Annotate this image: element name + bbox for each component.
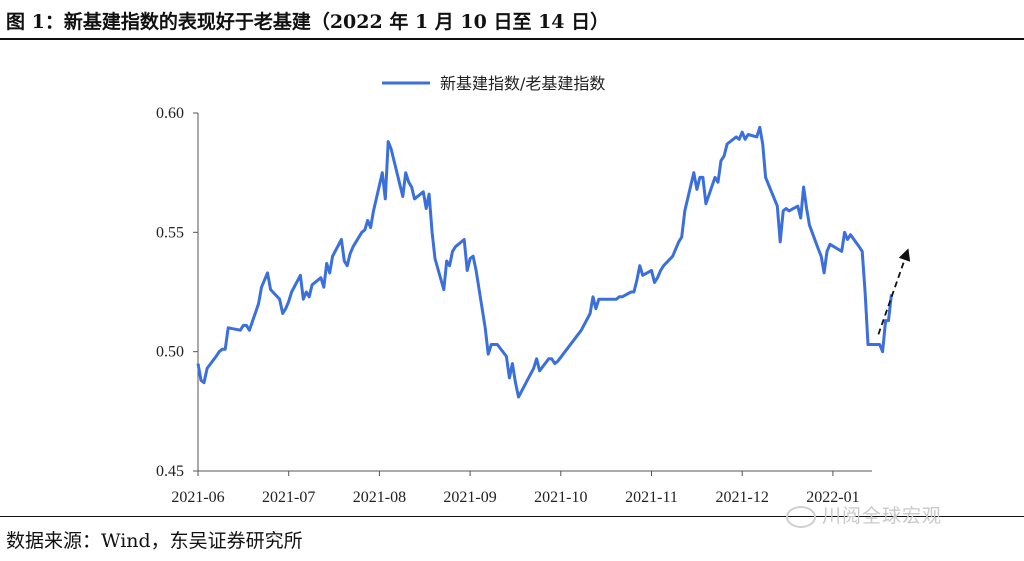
y-tick-label: 0.45 [156,463,184,480]
line-chart: 0.45 0.50 0.55 0.60 2021-06 2021-07 2021-08 202… [156,74,911,506]
x-tick-label: 2021-10 [534,489,587,506]
y-tick-label: 0.50 [156,344,184,361]
legend-label: 新基建指数/老基建指数 [440,74,605,93]
series-line [196,125,893,399]
source-note: 数据来源：Wind，东吴证券研究所 [6,530,303,552]
watermark-text: 川阅全球宏观 [822,505,943,527]
trend-arrow-shaft [877,257,907,335]
source-divider [0,516,1024,517]
title-divider [0,38,1024,40]
y-tick-label: 0.55 [156,224,184,241]
x-tick-label: 2021-08 [353,489,406,506]
x-tick-label: 2021-07 [262,489,315,506]
x-tick-label: 2021-06 [171,489,224,506]
x-tick-label: 2022-01 [806,489,859,506]
figure-title-bar: 图 1：新基建指数的表现好于老基建（2022 年 1 月 10 日至 14 日） [0,0,1024,40]
wechat-logo-icon [786,505,816,528]
x-tick-label: 2021-09 [443,489,496,506]
trend-arrow-head [898,248,911,262]
figure-title: 图 1：新基建指数的表现好于老基建（2022 年 1 月 10 日至 14 日） [6,11,610,33]
y-tick-label: 0.60 [156,105,184,122]
x-tick-label: 2021-11 [625,489,678,506]
watermark: 川阅全球宏观 [786,501,942,528]
x-tick-label: 2021-12 [716,489,769,506]
